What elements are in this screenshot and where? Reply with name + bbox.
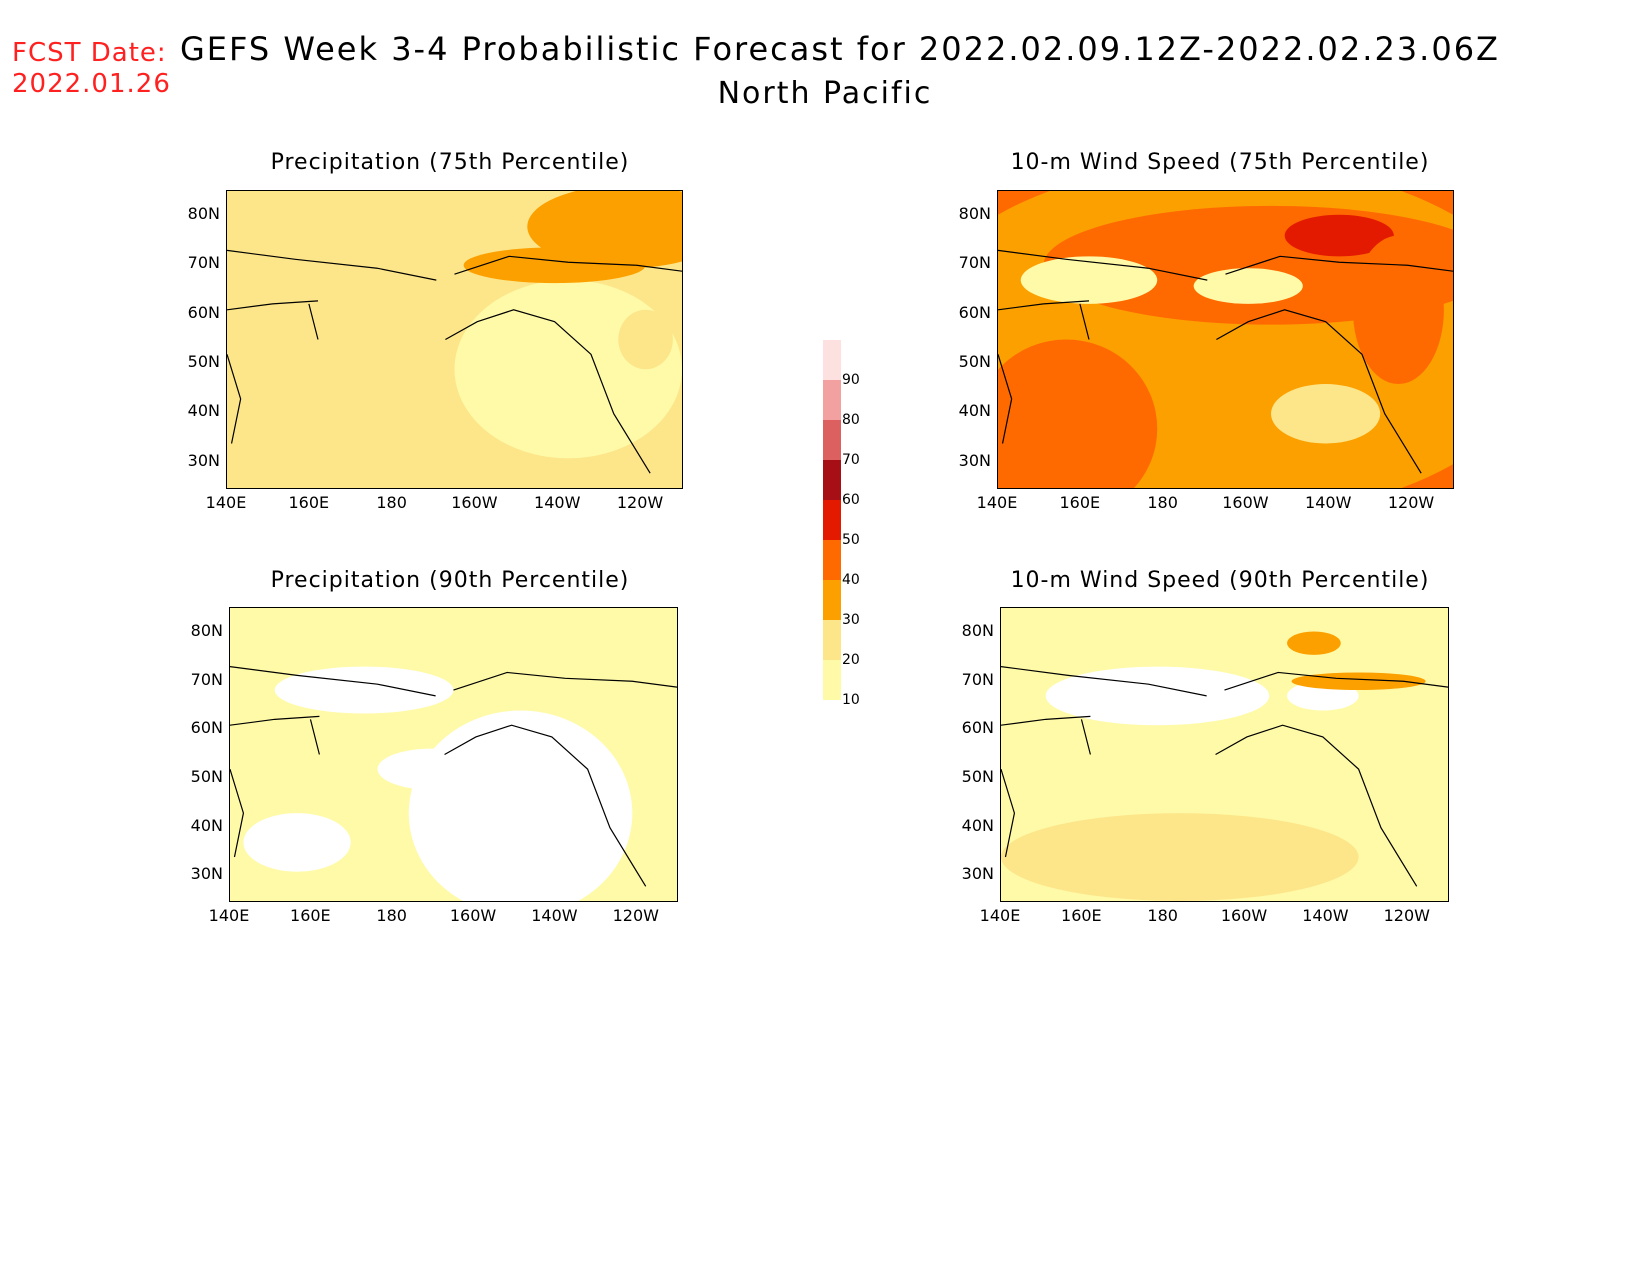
- lat-tick-label: 30N: [961, 864, 994, 884]
- lat-tick-label: 60N: [961, 718, 994, 738]
- lat-tick-label: 80N: [961, 621, 994, 640]
- colorbar-level-label: 10: [842, 692, 860, 708]
- colorbar-segment: [823, 420, 841, 460]
- lon-tick-label: 140E: [976, 493, 1018, 512]
- lat-tick-label: 70N: [187, 253, 220, 273]
- lon-tick-label: 120W: [1387, 493, 1435, 512]
- map-precip-90: [229, 607, 678, 902]
- lat-tick-label: 50N: [958, 351, 991, 371]
- contour-region: [1352, 235, 1444, 385]
- contour-region: [274, 666, 454, 714]
- lat-tick-label: 80N: [958, 204, 991, 223]
- lon-tick-label: 120W: [1383, 906, 1430, 925]
- lon-tick-label: 160E: [1061, 906, 1102, 925]
- lon-tick-label: 120W: [616, 493, 664, 512]
- lat-tick-label: 70N: [958, 253, 991, 273]
- lon-tick-label: 140W: [1302, 906, 1349, 925]
- contour-region: [618, 309, 673, 370]
- lon-tick-label: 160W: [1222, 493, 1269, 512]
- contour-region: [1287, 631, 1341, 655]
- lon-tick-label: 180: [1147, 906, 1178, 925]
- colorbar-segment: [823, 380, 841, 420]
- panel-title-precip-90: Precipitation (90th Percentile): [270, 568, 630, 593]
- lat-tick-label: 60N: [190, 718, 223, 738]
- map-precip-75: [226, 190, 683, 489]
- colorbar-segment: [823, 540, 841, 580]
- lon-tick-label: 140E: [979, 906, 1021, 925]
- lon-tick-label: 140W: [534, 493, 581, 512]
- forecast-date-label: FCST Date:: [12, 38, 167, 68]
- colorbar-segment: [823, 620, 841, 660]
- colorbar-level-label: 40: [842, 572, 860, 588]
- forecast-date-block: FCST Date: 2022.01.26: [12, 38, 171, 100]
- lon-tick-label: 180: [376, 493, 407, 512]
- lat-tick-label: 50N: [187, 351, 220, 371]
- lon-tick-label: 160E: [290, 906, 331, 925]
- lat-tick-label: 70N: [190, 669, 223, 689]
- colorbar-level-label: 50: [842, 532, 860, 548]
- lat-tick-label: 50N: [961, 766, 994, 786]
- contour-region: [998, 339, 1158, 488]
- colorbar-segment: [823, 580, 841, 620]
- coastline: [998, 249, 1453, 474]
- colorbar-segment: [823, 340, 841, 380]
- colorbar-segment: [823, 660, 841, 700]
- lat-tick-label: 40N: [958, 401, 991, 421]
- forecast-date-value: 2022.01.26: [12, 69, 171, 99]
- lat-tick-label: 40N: [190, 815, 223, 835]
- contour-region: [1193, 268, 1303, 304]
- colorbar-level-label: 70: [842, 452, 860, 468]
- map-wind-90: [1000, 607, 1449, 902]
- colorbar-level-label: 80: [842, 412, 860, 428]
- contour-region: [1020, 256, 1158, 304]
- panel-title-precip-75: Precipitation (75th Percentile): [270, 150, 630, 175]
- lat-tick-label: 40N: [187, 401, 220, 421]
- page-subtitle: North Pacific: [717, 76, 933, 111]
- panel-title-wind-90: 10-m Wind Speed (90th Percentile): [1010, 568, 1430, 593]
- lat-tick-label: 60N: [958, 302, 991, 322]
- colorbar-level-label: 20: [842, 652, 860, 668]
- coastline: [230, 666, 677, 887]
- panel-title-wind-75: 10-m Wind Speed (75th Percentile): [1010, 150, 1430, 175]
- lat-tick-label: 30N: [958, 450, 991, 470]
- contour-region: [454, 280, 682, 459]
- lat-tick-label: 70N: [961, 669, 994, 689]
- lon-tick-label: 140W: [531, 906, 578, 925]
- contour-region: [1271, 384, 1381, 444]
- coastline: [1001, 666, 1448, 887]
- lon-tick-label: 160W: [451, 493, 498, 512]
- lon-tick-label: 120W: [612, 906, 659, 925]
- lon-tick-label: 160W: [1220, 906, 1268, 925]
- colorbar-segment: [823, 460, 841, 500]
- contour-region: [1001, 813, 1359, 901]
- coastline: [227, 249, 682, 474]
- colorbar: [823, 340, 841, 700]
- colorbar-level-label: 30: [842, 612, 860, 628]
- lon-tick-label: 140W: [1305, 493, 1352, 512]
- lon-tick-label: 140E: [208, 906, 250, 925]
- lon-tick-label: 160W: [449, 906, 497, 925]
- lat-tick-label: 60N: [187, 302, 220, 322]
- lon-tick-label: 160E: [288, 493, 330, 512]
- map-wind-75: [997, 190, 1454, 489]
- lon-tick-label: 180: [1147, 493, 1178, 512]
- lat-tick-label: 80N: [187, 204, 220, 223]
- lon-tick-label: 140E: [205, 493, 247, 512]
- lon-tick-label: 180: [376, 906, 407, 925]
- lat-tick-label: 50N: [190, 766, 223, 786]
- colorbar-level-label: 60: [842, 492, 860, 508]
- lat-tick-label: 30N: [190, 864, 223, 884]
- contour-region: [1284, 214, 1394, 257]
- colorbar-level-label: 90: [842, 372, 860, 388]
- contour-region: [463, 247, 646, 284]
- lat-tick-label: 80N: [190, 621, 223, 640]
- lat-tick-label: 30N: [187, 450, 220, 470]
- colorbar-segment: [823, 500, 841, 540]
- lat-tick-label: 40N: [961, 815, 994, 835]
- contour-region: [243, 813, 351, 872]
- lon-tick-label: 160E: [1059, 493, 1101, 512]
- contour-region: [1045, 666, 1270, 726]
- page-title: GEFS Week 3-4 Probabilistic Forecast for…: [180, 30, 1500, 68]
- contour-region: [377, 748, 485, 790]
